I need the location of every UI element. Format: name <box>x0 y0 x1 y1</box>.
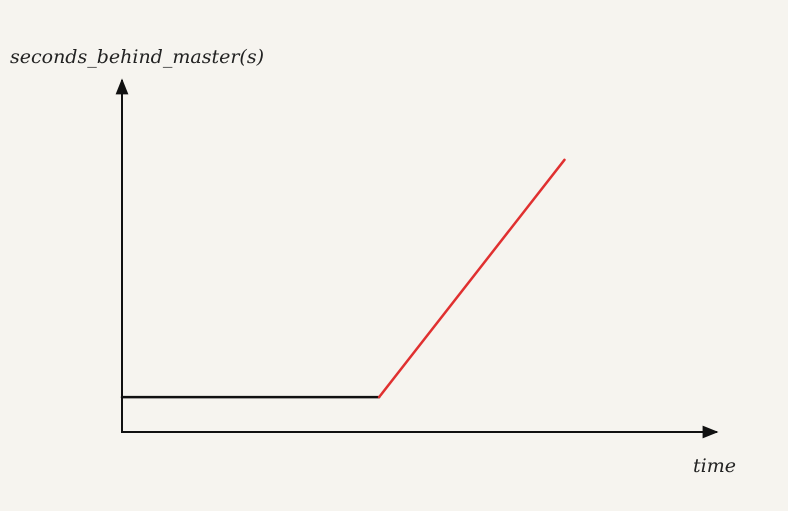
x-axis-label: time <box>693 455 736 477</box>
y-axis-label: seconds_behind_master(s) <box>10 46 264 68</box>
series-line-2 <box>377 158 566 399</box>
series-layer <box>120 158 566 399</box>
